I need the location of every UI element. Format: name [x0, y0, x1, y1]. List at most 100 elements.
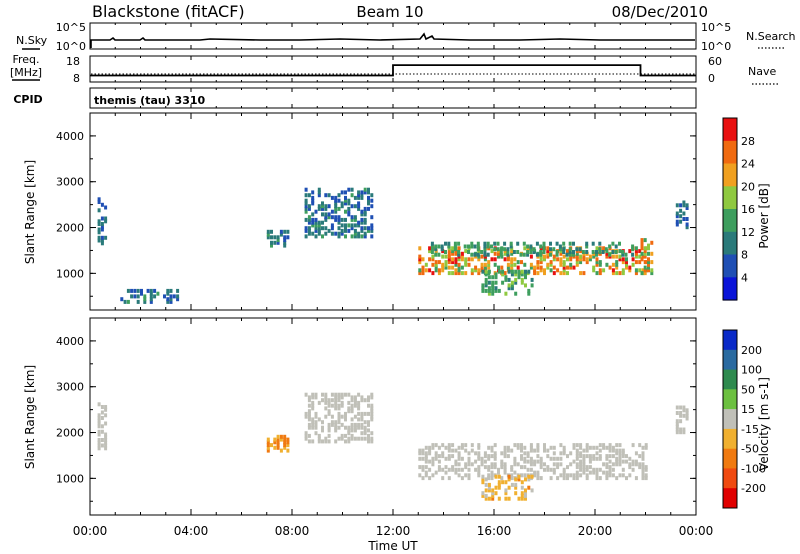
range-gate-cell [569, 462, 573, 467]
range-gate-cell [360, 411, 364, 416]
range-gate-cell [434, 451, 438, 456]
range-gate-cell [552, 451, 556, 456]
cpid-value: themis (tau) 3310 [94, 94, 206, 107]
range-gate-cell [611, 454, 615, 459]
range-gate-cell [480, 265, 484, 270]
range-gate-cell [100, 227, 104, 232]
range-gate-cell [605, 251, 609, 256]
range-gate-cell [273, 445, 277, 450]
range-gate-cell [562, 241, 566, 246]
range-gate-cell [631, 252, 635, 257]
range-gate-cell [367, 198, 370, 203]
range-gate-cell [350, 409, 354, 414]
range-gate-cell [453, 241, 457, 246]
range-gate-cell [166, 297, 170, 302]
range-gate-cell [97, 421, 101, 426]
colorbar-swatch [723, 277, 737, 301]
range-gate-cell [517, 272, 521, 277]
range-gate-cell [520, 473, 523, 478]
range-gate-cell [324, 406, 328, 411]
range-gate-cell [490, 448, 494, 453]
range-gate-cell [569, 451, 573, 456]
range-gate-cell [549, 476, 553, 481]
range-gate-cell [353, 234, 357, 239]
range-gate-cell [370, 414, 374, 419]
range-gate-cell [340, 223, 344, 228]
range-gate-cell [611, 271, 615, 276]
range-gate-cell [421, 476, 425, 481]
range-gate-cell [324, 193, 328, 198]
range-gate-cell [304, 226, 308, 231]
range-gate-cell [347, 409, 351, 414]
range-gate-cell [473, 252, 477, 257]
range-gate-cell [582, 459, 586, 464]
range-gate-cell [357, 422, 361, 427]
range-gate-cell [675, 211, 679, 216]
freq-trace [90, 64, 696, 77]
range-gate-cell [357, 195, 361, 200]
range-gate-cell [344, 195, 347, 200]
range-gate-cell [317, 190, 321, 195]
range-gate-cell [314, 223, 318, 228]
range-gate-cell [588, 454, 592, 459]
range-gate-cell [451, 443, 455, 448]
range-gate-cell [344, 392, 347, 397]
range-gate-cell [503, 462, 507, 467]
range-gate-cell [100, 222, 104, 226]
range-gate-cell [321, 206, 324, 211]
range-gate-cell [307, 425, 311, 430]
cpid-strip: CPID themis (tau) 3310 [13, 87, 697, 109]
range-gate-cell [470, 271, 474, 276]
range-gate-cell [579, 459, 583, 464]
range-gate-cell [334, 206, 338, 211]
range-gate-cell [327, 403, 331, 408]
range-gate-cell [628, 265, 632, 270]
range-gate-cell [520, 269, 524, 274]
range-gate-cell [350, 215, 354, 220]
range-gate-cell [625, 265, 628, 270]
range-gate-cell [529, 443, 533, 448]
range-gate-cell [100, 238, 104, 243]
range-gate-cell [367, 187, 370, 192]
colorbar-swatch [723, 349, 737, 371]
range-gate-cell [568, 250, 572, 254]
range-gate-cell [176, 297, 180, 302]
range-gate-cell [628, 249, 632, 254]
range-gate-cell [520, 448, 523, 453]
range-gate-cell [500, 462, 504, 467]
range-gate-cell [440, 244, 444, 249]
range-gate-cell [483, 244, 487, 249]
range-gate-cell [120, 297, 124, 302]
range-gate-cell [598, 271, 602, 276]
range-gate-cell [363, 190, 367, 195]
range-gate-cell [490, 244, 493, 249]
range-gate-cell [487, 482, 491, 487]
range-gate-cell [491, 286, 495, 291]
range-gate-cell [357, 220, 361, 225]
range-gate-cell [605, 454, 609, 459]
range-gate-cell [337, 193, 341, 198]
range-gate-cell [507, 477, 511, 482]
range-gate-cell [491, 493, 495, 498]
range-gate-cell [421, 467, 425, 472]
range-gate-cell [431, 443, 435, 448]
range-gate-cell [536, 445, 540, 450]
range-gate-cell [533, 462, 537, 467]
range-gate-cell [562, 265, 566, 270]
range-gate-cell [585, 257, 589, 262]
range-gate-cell [470, 252, 474, 257]
range-gate-cell [497, 474, 501, 479]
range-gate-cell [460, 257, 464, 262]
range-gate-cell [527, 485, 531, 490]
time-tick-label: 08:00 [275, 524, 310, 538]
range-gate-cell [470, 443, 474, 448]
range-gate-cell [516, 445, 520, 450]
range-gate-cell [276, 440, 280, 445]
range-gate-cell [321, 425, 324, 430]
range-gate-cell [337, 217, 341, 222]
range-gate-cell [347, 400, 351, 405]
range-gate-cell [370, 223, 374, 228]
range-gate-cell [334, 395, 338, 400]
range-gate-cell [631, 247, 635, 252]
